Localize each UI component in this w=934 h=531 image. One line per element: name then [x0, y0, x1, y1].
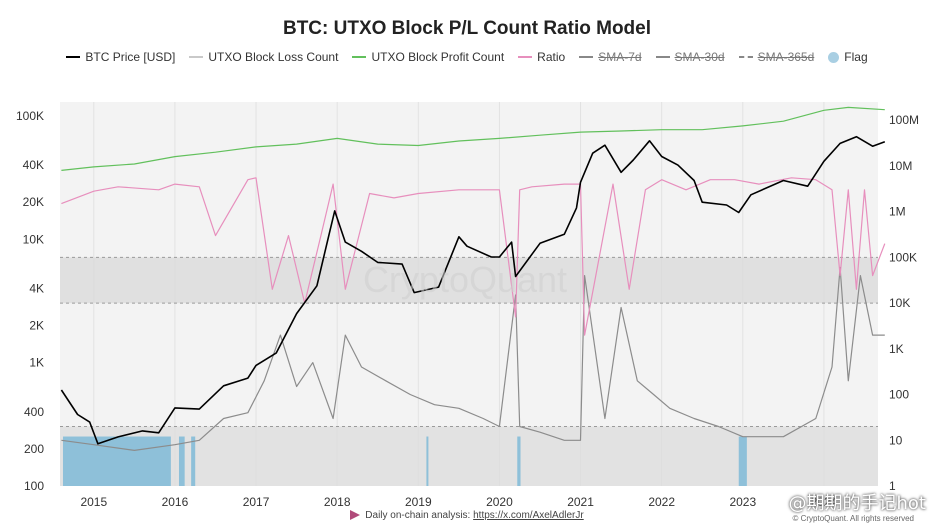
- legend-item-0[interactable]: BTC Price [USD]: [66, 50, 175, 64]
- right-tick-1: 1: [889, 479, 896, 493]
- legend-label: SMA-365d: [757, 50, 815, 64]
- play-icon: [350, 510, 361, 521]
- legend-label: Flag: [844, 50, 868, 64]
- left-tick-40K: 40K: [23, 158, 44, 172]
- legend-swatch: [66, 56, 81, 58]
- x-tick-2019: 2019: [405, 495, 432, 509]
- series-btc-price-usd: [60, 135, 886, 445]
- right-tick-100: 100: [889, 388, 909, 402]
- legend-swatch: [352, 56, 367, 58]
- flag-period-0: [62, 436, 171, 486]
- legend-item-5[interactable]: SMA-30d: [655, 50, 725, 64]
- left-tick-10K: 10K: [23, 232, 44, 246]
- legend-label: BTC Price [USD]: [85, 50, 176, 64]
- upper-band: [60, 257, 878, 304]
- series-utxo-block-loss-count: [61, 266, 885, 451]
- right-tick-100M: 100M: [889, 113, 919, 127]
- x-tick-2023: 2023: [729, 495, 756, 509]
- flag-period-2: [191, 436, 196, 486]
- legend-label: UTXO Block Loss Count: [208, 50, 339, 64]
- flag-period-4: [517, 436, 521, 486]
- legend-label: SMA-7d: [598, 50, 642, 64]
- left-tick-100K: 100K: [16, 109, 44, 123]
- legend-item-2[interactable]: UTXO Block Profit Count: [352, 50, 504, 64]
- left-tick-4K: 4K: [29, 281, 44, 295]
- legend-swatch: [828, 51, 840, 63]
- series-utxo-block-profit-count: [61, 106, 885, 171]
- footer-text: Daily on-chain analysis:: [365, 510, 474, 521]
- right-tick-1M: 1M: [889, 205, 906, 219]
- legend-item-3[interactable]: Ratio: [518, 50, 565, 64]
- legend-swatch: [189, 56, 204, 58]
- legend-item-7[interactable]: Flag: [828, 50, 868, 64]
- legend-label: UTXO Block Profit Count: [371, 50, 505, 64]
- left-tick-200: 200: [24, 442, 44, 456]
- x-tick-2016: 2016: [162, 495, 189, 509]
- legend-swatch: [579, 56, 594, 58]
- right-tick-10M: 10M: [889, 159, 912, 173]
- legend-swatch: [518, 56, 533, 58]
- right-tick-10K: 10K: [889, 296, 910, 310]
- flag-period-1: [178, 436, 185, 486]
- flag-period-5: [738, 436, 747, 486]
- chart-legend: BTC Price [USD] UTXO Block Loss Count UTXO…: [0, 48, 934, 66]
- chart-title: BTC: UTXO Block P/L Count Ratio Model: [282, 18, 652, 39]
- series-ratio: [61, 177, 886, 336]
- x-tick-2024: 2024: [811, 495, 838, 509]
- legend-item-1[interactable]: UTXO Block Loss Count: [189, 50, 338, 64]
- x-tick-2020: 2020: [486, 495, 513, 509]
- legend-item-6[interactable]: SMA-365d: [738, 50, 815, 64]
- left-tick-1K: 1K: [29, 356, 44, 370]
- legend-swatch: [738, 56, 753, 58]
- legend-label: SMA-30d: [674, 50, 725, 64]
- left-tick-20K: 20K: [23, 195, 44, 209]
- flag-period-3: [426, 436, 429, 486]
- left-tick-400: 400: [24, 405, 44, 419]
- overlay-watermark: @期期的手记hot: [788, 493, 926, 514]
- copyright: © CryptoQuant. All rights reserved: [792, 514, 915, 523]
- x-tick-2022: 2022: [648, 495, 675, 509]
- legend-item-4[interactable]: SMA-7d: [579, 50, 642, 64]
- x-tick-2021: 2021: [567, 495, 594, 509]
- x-tick-2018: 2018: [324, 495, 351, 509]
- right-tick-1K: 1K: [889, 342, 904, 356]
- footer: Daily on-chain analysis: https://x.com/A…: [0, 510, 934, 521]
- x-tick-2017: 2017: [243, 495, 270, 509]
- x-tick-2015: 2015: [80, 495, 107, 509]
- left-tick-100: 100: [24, 479, 44, 493]
- right-tick-100K: 100K: [889, 250, 917, 264]
- footer-link[interactable]: https://x.com/AxelAdlerJr: [473, 510, 584, 521]
- legend-label: Ratio: [537, 50, 566, 64]
- right-tick-10: 10: [889, 433, 903, 447]
- watermark: CryptoQuant: [363, 259, 567, 300]
- legend-swatch: [655, 56, 670, 58]
- left-tick-2K: 2K: [29, 319, 44, 333]
